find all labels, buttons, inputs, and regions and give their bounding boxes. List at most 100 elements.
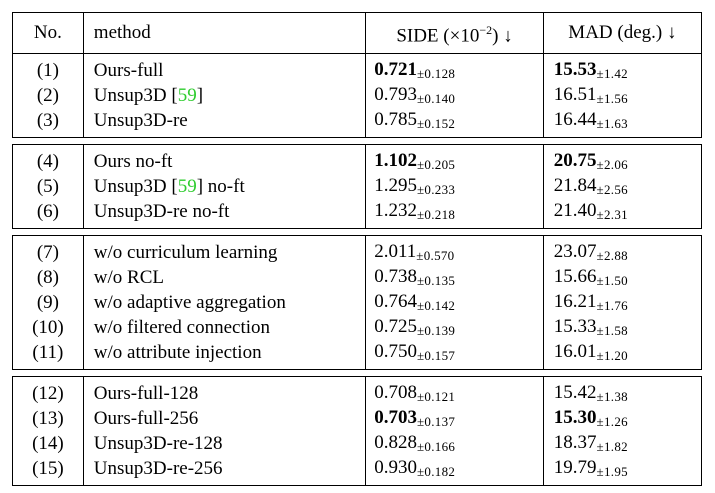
side-cell: 0.793±0.140 (365, 83, 544, 109)
table-row: (11) w/o attribute injection 0.750±0.157 16… (12, 340, 703, 371)
side-cell: 1.102±0.205 (365, 144, 544, 175)
mad-cell: 16.51±1.56 (542, 83, 703, 109)
side-value: 0.708 (374, 382, 417, 404)
mad-cell: 23.07±2.88 (542, 235, 703, 266)
side-cell: 2.011±0.570 (365, 235, 544, 266)
method-name: w/o attribute injection (93, 341, 262, 363)
group-separator (13, 370, 702, 377)
mad-value: 18.37 (553, 432, 597, 454)
side-value: 1.232 (374, 200, 417, 222)
mad-std: ±1.26 (596, 414, 628, 430)
row-number: (6) (12, 199, 84, 230)
mad-value: 20.75 (553, 150, 597, 172)
table-row: (3) Unsup3D-re 0.785±0.152 16.44±1.63 (12, 108, 703, 139)
side-std: ±0.157 (416, 348, 456, 364)
mad-value: 16.01 (553, 341, 597, 363)
mad-std: ±1.95 (596, 464, 628, 480)
side-value: 0.738 (374, 266, 417, 288)
method-cell: w/o adaptive aggregation (82, 290, 366, 316)
side-std: ±0.137 (416, 414, 456, 430)
table-row: (8) w/o RCL 0.738±0.135 15.66±1.50 (12, 265, 703, 291)
mad-std: ±2.56 (596, 182, 628, 198)
separator-cell (13, 229, 702, 236)
method-cell: Unsup3D [59] (82, 83, 366, 109)
row-number: (4) (12, 144, 84, 175)
method-cell: Unsup3D-re (82, 108, 366, 139)
mad-std: ±1.82 (596, 439, 628, 455)
header-method: method (82, 11, 366, 55)
side-value: 0.828 (374, 432, 417, 454)
side-std: ±0.218 (416, 207, 456, 223)
side-std: ±0.205 (416, 157, 456, 173)
side-std: ±0.233 (416, 182, 456, 198)
mad-cell: 21.40±2.31 (542, 199, 703, 230)
mad-cell: 15.42±1.38 (542, 376, 703, 407)
method-cell: Unsup3D-re no-ft (82, 199, 366, 230)
side-std: ±0.139 (416, 323, 456, 339)
citation-link[interactable]: 59 (177, 175, 197, 197)
row-number: (10) (12, 315, 84, 341)
mad-std: ±2.88 (596, 248, 628, 264)
mad-std: ±2.06 (596, 157, 628, 173)
mad-std: ±1.56 (596, 91, 628, 107)
mad-cell: 18.37±1.82 (542, 431, 703, 457)
method-name: Ours-full-128 (93, 382, 199, 404)
side-value: 0.750 (374, 341, 417, 363)
row-number: (11) (12, 340, 84, 371)
side-cell: 1.232±0.218 (365, 199, 544, 230)
side-cell: 0.721±0.128 (365, 53, 544, 84)
row-number: (8) (12, 265, 84, 291)
mad-std: ±1.20 (596, 348, 628, 364)
method-cell: Ours-full (82, 53, 366, 84)
method-name: Unsup3D-re (93, 109, 188, 131)
row-number: (5) (12, 174, 84, 200)
method-cell: Unsup3D-re-128 (82, 431, 366, 457)
side-cell: 0.703±0.137 (365, 406, 544, 432)
header-no: No. (12, 11, 84, 55)
table-row: (14) Unsup3D-re-128 0.828±0.166 18.37±1.82 (12, 431, 703, 457)
method-name: Ours-full (93, 59, 164, 81)
table-row: (6) Unsup3D-re no-ft 1.232±0.218 21.40±2.31 (12, 199, 703, 230)
mad-value: 21.40 (553, 200, 597, 222)
row-number: (1) (12, 53, 84, 84)
side-value: 0.930 (374, 457, 417, 479)
method-name: w/o filtered connection (93, 316, 271, 338)
results-table-container: No. method SIDE (×10−2) ↓ MAD (deg.) ↓ (… (12, 11, 703, 487)
table-row: (4) Ours no-ft 1.102±0.205 20.75±2.06 (12, 144, 703, 175)
table-row: (9) w/o adaptive aggregation 0.764±0.142 16… (12, 290, 703, 316)
method-name: w/o curriculum learning (93, 241, 278, 263)
results-table: No. method SIDE (×10−2) ↓ MAD (deg.) ↓ (… (12, 11, 703, 487)
side-std: ±0.182 (416, 464, 456, 480)
mad-cell: 21.84±2.56 (542, 174, 703, 200)
separator-cell (13, 138, 702, 145)
mad-cell: 20.75±2.06 (542, 144, 703, 175)
mad-value: 21.84 (553, 175, 597, 197)
row-number: (15) (12, 456, 84, 487)
table-body: (1) Ours-full 0.721±0.128 15.53±1.42 (2) Unsu… (12, 53, 703, 487)
citation-link[interactable]: 59 (177, 84, 197, 106)
side-cell: 0.930±0.182 (365, 456, 544, 487)
header-side-exponent: −2 (479, 23, 493, 37)
method-name: Unsup3D-re-256 (93, 457, 223, 479)
side-std: ±0.121 (416, 389, 456, 405)
mad-std: ±2.31 (596, 207, 628, 223)
mad-value: 23.07 (553, 241, 597, 263)
side-value: 1.102 (374, 150, 417, 172)
method-name: Unsup3D [ (93, 84, 178, 106)
header-side: SIDE (×10−2) ↓ (365, 11, 544, 55)
table-row: (1) Ours-full 0.721±0.128 15.53±1.42 (12, 53, 703, 84)
method-cell: w/o RCL (82, 265, 366, 291)
mad-cell: 19.79±1.95 (542, 456, 703, 487)
header-mad: MAD (deg.) ↓ (542, 11, 703, 55)
method-name: Ours no-ft (93, 150, 173, 172)
table-row: (15) Unsup3D-re-256 0.930±0.182 19.79±1.95 (12, 456, 703, 487)
row-number: (2) (12, 83, 84, 109)
mad-value: 16.21 (553, 291, 597, 313)
side-value: 0.703 (374, 407, 417, 429)
side-value: 0.793 (374, 84, 417, 106)
method-name: Unsup3D-re-128 (93, 432, 223, 454)
side-std: ±0.128 (416, 66, 456, 82)
side-std: ±0.135 (416, 273, 456, 289)
mad-value: 15.66 (553, 266, 597, 288)
side-cell: 0.764±0.142 (365, 290, 544, 316)
